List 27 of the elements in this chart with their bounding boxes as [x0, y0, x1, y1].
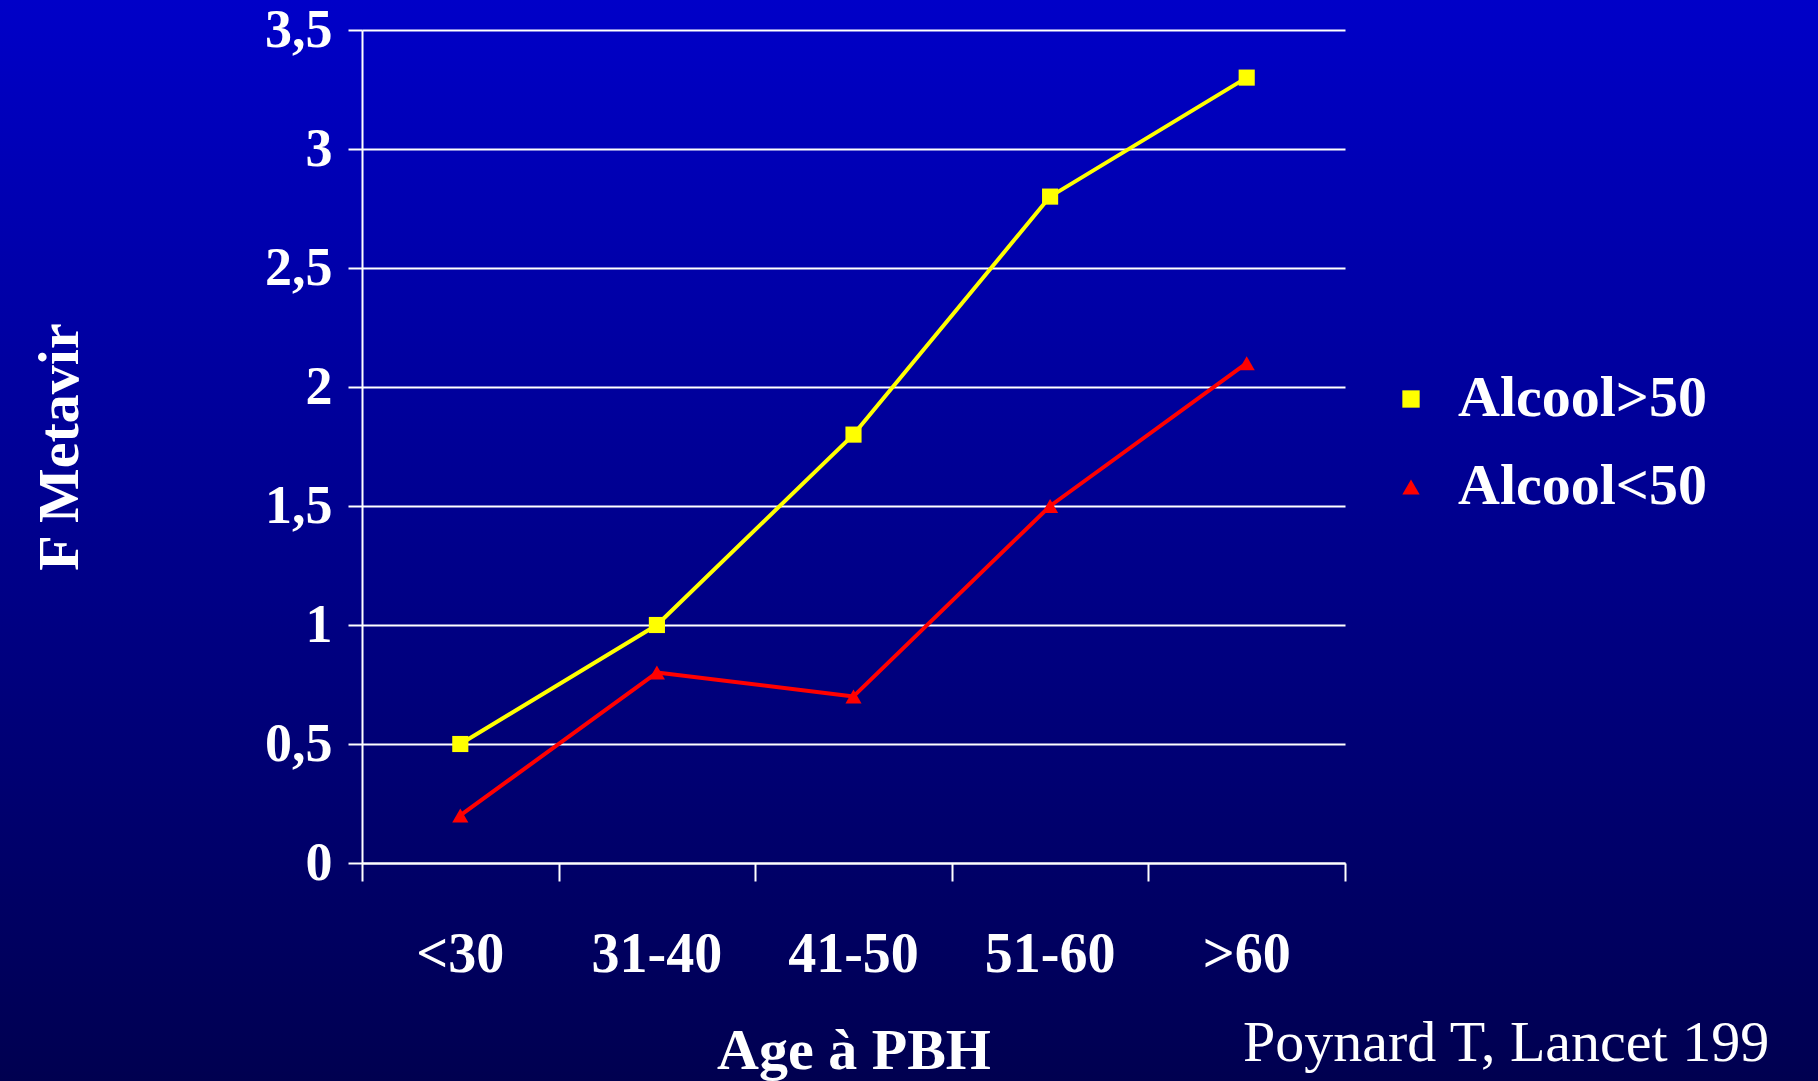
text: Poynard T, Lancet 199 — [1243, 1008, 1770, 1075]
x-tick-label: >60 — [1202, 922, 1291, 984]
y-tick-label: 3,5 — [265, 0, 333, 59]
point — [452, 735, 469, 753]
legend-label: Alcool<50 — [1458, 452, 1707, 517]
y-tick-label: 3 — [305, 117, 333, 178]
point — [845, 689, 862, 704]
legend-label: Alcool>50 — [1458, 364, 1707, 429]
point — [648, 665, 665, 680]
x-tick-label: 41-50 — [788, 922, 919, 984]
y-tick-label: 1 — [305, 593, 333, 654]
point — [1238, 356, 1255, 371]
point — [845, 426, 862, 443]
x-tick-label: 51-60 — [984, 922, 1116, 984]
point — [1042, 499, 1059, 513]
y-tick-label: 2,5 — [265, 236, 333, 297]
y-tick-label: 0,5 — [265, 712, 333, 773]
x-tick-label: <30 — [416, 922, 505, 984]
y-axis-title: F Metavir — [26, 323, 91, 571]
point — [1238, 69, 1255, 86]
x-tick-label: 31-40 — [591, 922, 723, 984]
y-tick-label: 2 — [305, 355, 333, 416]
point — [452, 808, 469, 823]
point — [1042, 188, 1059, 205]
y-tick-label: 0 — [305, 831, 333, 892]
y-tick-label: 1,5 — [265, 474, 333, 535]
point — [648, 616, 665, 634]
